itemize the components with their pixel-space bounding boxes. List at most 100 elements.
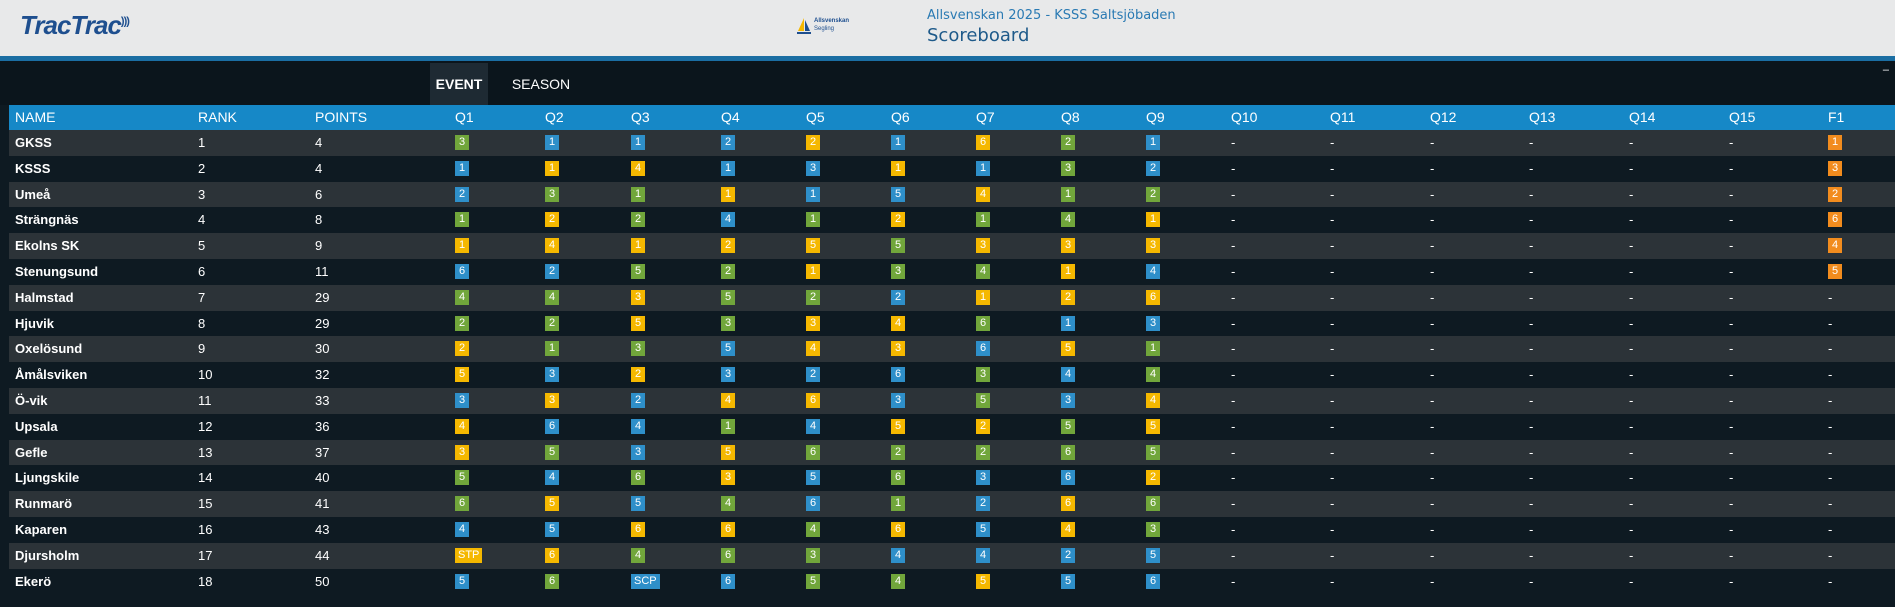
position-badge: 2 [1061, 289, 1075, 305]
column-header-points[interactable]: POINTS [315, 109, 368, 125]
position-badge: 2 [1061, 135, 1075, 151]
table-row[interactable]: Hjuvik 8 29 2 2 5 3 3 4 6 1 3 - - - - - - - [9, 310, 1895, 337]
empty-result: - [1430, 444, 1435, 460]
race-result-q13: - [1529, 259, 1533, 285]
table-row[interactable]: Strängnäs 4 8 1 2 2 4 1 2 1 4 1- - - - - -6 [9, 207, 1895, 234]
column-header-q9[interactable]: Q9 [1146, 109, 1165, 125]
empty-result: - [1529, 547, 1534, 563]
team-name: Ö-vik [15, 392, 48, 408]
table-row[interactable]: Ekerö 18 50 5 6 SCP 6 5 4 5 5 6 - - - - - - - [9, 568, 1895, 595]
table-row[interactable]: Åmålsviken 10 32 5 3 2 3 2 6 3 4 4- - - - - - - [9, 362, 1895, 388]
table-row[interactable]: Umeå 3 6 2 3 1 1 1 5 4 1 2 - - - - - - 2 [9, 181, 1895, 208]
race-result-q4: 5 [721, 336, 735, 362]
table-row[interactable]: Upsala 12 36 4 6 4 1 4 5 2 5 5 - - - - - - - [9, 413, 1895, 440]
race-result-q2: 5 [545, 491, 559, 517]
column-header-name[interactable]: NAME [15, 109, 56, 125]
empty-result: - [1828, 521, 1833, 537]
tab-season[interactable]: SEASON [511, 76, 571, 92]
column-header-q10[interactable]: Q10 [1231, 109, 1258, 125]
position-badge: 2 [806, 289, 820, 305]
column-header-q2[interactable]: Q2 [545, 109, 564, 125]
column-header-q12[interactable]: Q12 [1430, 109, 1457, 125]
team-rank: 1 [198, 135, 206, 150]
position-badge: 5 [721, 444, 735, 460]
race-result-f1: - [1828, 414, 1832, 440]
race-result-q4: 5 [721, 440, 735, 466]
position-badge: 4 [976, 186, 990, 202]
table-row[interactable]: Djursholm 17 44 STP 6 4 6 3 4 4 2 5- - - - - - - [9, 542, 1895, 569]
position-badge: 3 [891, 341, 905, 357]
column-header-q6[interactable]: Q6 [891, 109, 910, 125]
column-header-q8[interactable]: Q8 [1061, 109, 1080, 125]
empty-result: - [1430, 341, 1435, 357]
column-header-q11[interactable]: Q11 [1330, 109, 1356, 125]
position-badge: 5 [455, 573, 469, 589]
table-header: NAME RANK POINTS Q1 Q2 Q3 Q4 Q5 Q6 Q7 Q8 Q9 Q10 Q11 Q1… [9, 105, 1895, 130]
position-badge: 3 [1828, 160, 1842, 176]
column-header-rank[interactable]: RANK [198, 109, 237, 125]
empty-result: - [1231, 470, 1236, 486]
table-row[interactable]: Runmarö 15 41 6 5 5 4 6 1 2 6 6 - - - - - - - [9, 491, 1895, 517]
race-result-q13: - [1529, 569, 1533, 595]
empty-result: - [1529, 573, 1534, 589]
collapse-button[interactable]: – [1882, 64, 1889, 76]
empty-result: - [1330, 315, 1335, 331]
table-row[interactable]: Ö-vik 11 33 3 3 2 4 6 3 5 3 4- - - - - - - [9, 387, 1895, 414]
tractrac-logo[interactable]: TracTrac))) [20, 10, 130, 40]
team-points: 40 [315, 470, 330, 486]
position-badge: 2 [721, 264, 735, 280]
race-result-q5: 3 [806, 311, 820, 337]
empty-result: - [1529, 444, 1534, 460]
team-rank: 13 [198, 444, 213, 460]
table-row[interactable]: Ekolns SK 5 9 1 4 1 2 5 5 3 3 3 - - - - - - 4 [9, 233, 1895, 259]
column-header-q7[interactable]: Q7 [976, 109, 995, 125]
column-header-q1[interactable]: Q1 [455, 109, 474, 125]
position-badge: 5 [806, 238, 820, 254]
race-result-q15: - [1729, 207, 1733, 233]
table-row[interactable]: KSSS 2 4 1 1 4 1 3 1 1 3 2 - - - - - - 3 [9, 155, 1895, 182]
table-row[interactable]: Kaparen 16 43 4 5 6 6 4 6 5 4 3- - - - - - - [9, 516, 1895, 543]
empty-result: - [1231, 392, 1236, 408]
race-result-q9: 4 [1146, 362, 1160, 388]
empty-result: - [1529, 341, 1534, 357]
column-header-q4[interactable]: Q4 [721, 109, 740, 125]
position-badge: 4 [891, 573, 905, 589]
race-result-q14: - [1629, 414, 1633, 440]
race-result-f1: - [1828, 465, 1832, 491]
empty-result: - [1729, 238, 1734, 254]
column-header-f1[interactable]: F1 [1828, 109, 1845, 125]
empty-result: - [1729, 367, 1734, 383]
column-header-q15[interactable]: Q15 [1729, 109, 1756, 125]
race-result-q3: 3 [631, 285, 645, 311]
position-badge: 3 [455, 393, 469, 409]
race-result-q8: 2 [1061, 130, 1075, 156]
empty-result: - [1729, 186, 1734, 202]
position-badge: 1 [1061, 186, 1075, 202]
table-row[interactable]: Gefle 13 37 3 5 3 5 6 2 2 6 5 - - - - - - - [9, 439, 1895, 466]
tab-event[interactable]: EVENT [430, 63, 488, 105]
position-badge: 4 [1061, 367, 1075, 383]
race-result-q8: 1 [1061, 182, 1075, 208]
table-row[interactable]: Ljungskile 14 40 5 4 6 3 5 6 3 6 2 - - - - - - - [9, 465, 1895, 492]
race-result-q1: 4 [455, 517, 469, 543]
race-result-f1: - [1828, 362, 1832, 388]
race-result-q4: 2 [721, 259, 735, 285]
table-row[interactable]: Stenungsund 6 11 6 2 5 2 1 3 4 1 4 - - - - - - 5 [9, 258, 1895, 285]
column-header-q5[interactable]: Q5 [806, 109, 825, 125]
column-header-q13[interactable]: Q13 [1529, 109, 1556, 125]
team-points: 9 [315, 238, 323, 254]
race-result-q1: 2 [455, 182, 469, 208]
race-result-q5: 6 [806, 491, 820, 517]
race-result-q1: 3 [455, 130, 469, 156]
column-header-q3[interactable]: Q3 [631, 109, 650, 125]
empty-result: - [1529, 496, 1534, 512]
empty-result: - [1430, 212, 1435, 228]
team-rank: 12 [198, 418, 213, 434]
race-result-q7: 4 [976, 259, 990, 285]
race-result-q9: 5 [1146, 543, 1160, 569]
table-row[interactable]: Halmstad 7 29 4 4 3 5 2 2 1 2 6 - - - - - - - [9, 284, 1895, 311]
position-badge: 5 [976, 573, 990, 589]
column-header-q14[interactable]: Q14 [1629, 109, 1656, 125]
table-row[interactable]: GKSS 1 4 3 1 1 2 2 1 6 2 1 - - - - - - 1 [9, 130, 1895, 156]
table-row[interactable]: Oxelösund 9 30 2 1 3 5 4 3 6 5 1 - - - - - - - [9, 336, 1895, 363]
